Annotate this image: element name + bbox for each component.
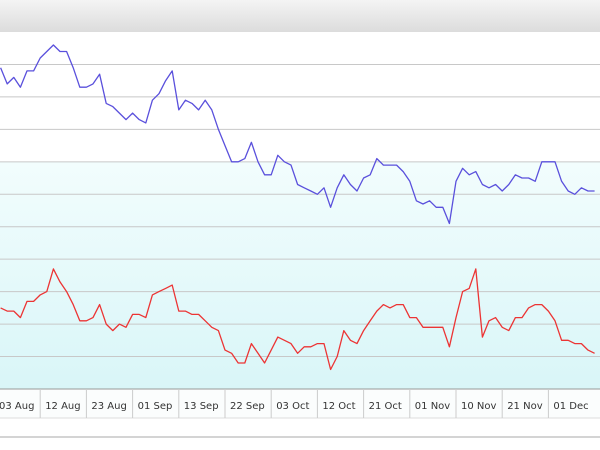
x-tick-label: 13 Sep (184, 401, 219, 412)
series-line (0, 44, 595, 225)
x-tick-label: 21 Nov (507, 401, 543, 412)
plot-band (0, 162, 600, 389)
x-tick-label: 22 Sep (230, 401, 265, 412)
x-tick-label: 21 Oct (369, 401, 402, 412)
x-tick-label: 03 Oct (276, 401, 309, 412)
x-tick-label: 10 Nov (461, 401, 497, 412)
x-tick-label: 12 Oct (322, 401, 355, 412)
x-tick-label: 01 Sep (138, 401, 173, 412)
series-line (0, 268, 595, 371)
x-axis-band (0, 389, 600, 418)
header-bar (0, 0, 600, 32)
x-tick-label: 03 Aug (0, 401, 34, 412)
x-tick-label: 12 Aug (45, 401, 80, 412)
x-tick-label: 23 Aug (91, 401, 126, 412)
x-tick-label: 01 Nov (415, 401, 451, 412)
plot-area (0, 44, 600, 371)
x-tick-label: 01 Dec (553, 401, 588, 412)
